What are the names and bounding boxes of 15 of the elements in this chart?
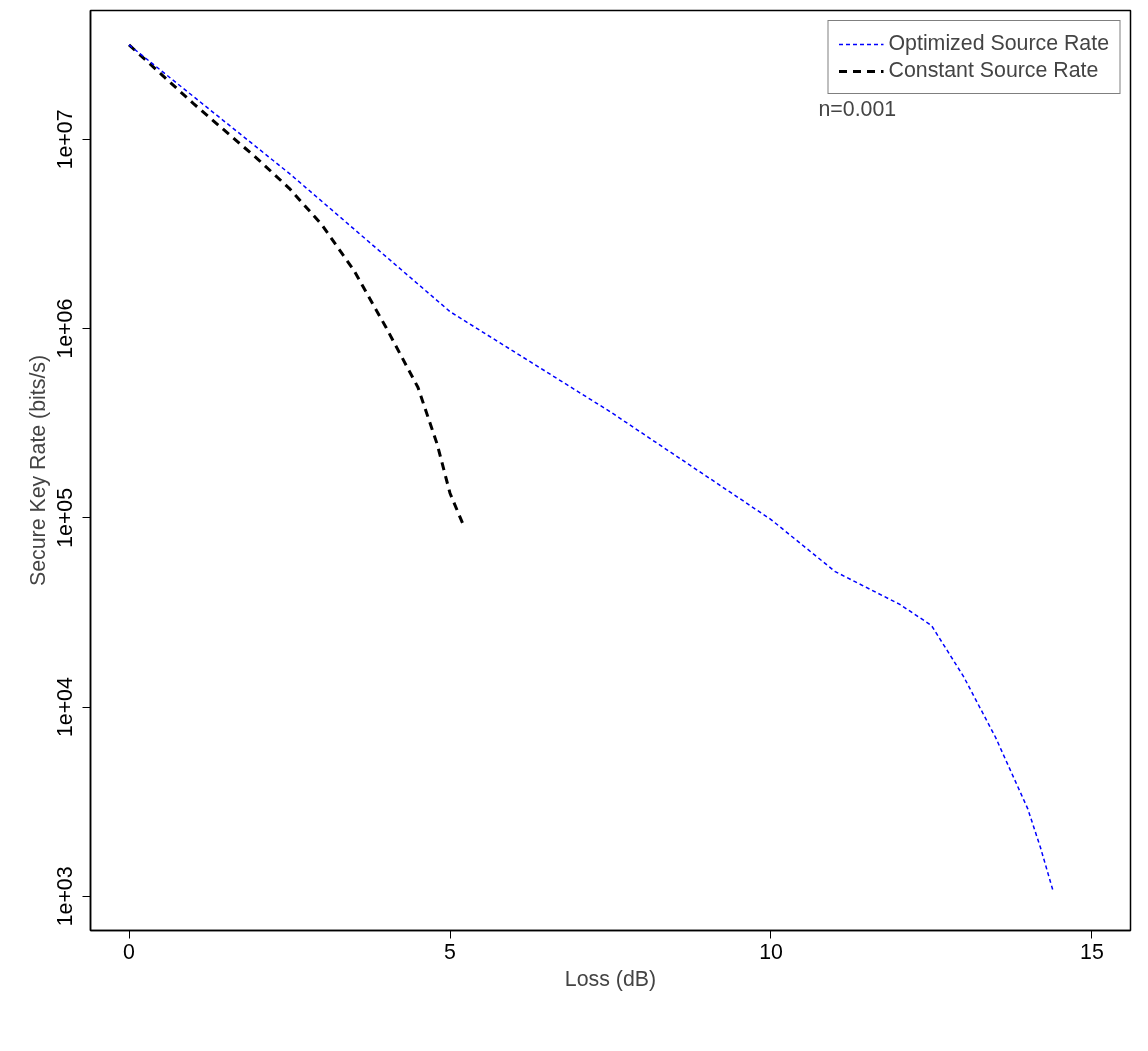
y-axis-title: Secure Key Rate (bits/s) [25, 354, 50, 587]
y-tick-label: 1e+05 [53, 487, 78, 548]
x-tick-label: 5 [444, 939, 456, 964]
x-tick-label: 10 [759, 939, 783, 964]
y-tick-label: 1e+03 [53, 866, 78, 927]
legend-label: Optimized Source Rate [888, 31, 1109, 56]
x-tick-label: 0 [123, 939, 136, 964]
x-tick-label: 15 [1080, 939, 1104, 964]
y-tick-label: 1e+04 [53, 677, 78, 738]
annotation: n=0.001 [818, 96, 897, 121]
y-tick-label: 1e+07 [53, 109, 78, 170]
x-axis-title: Loss (dB) [564, 966, 657, 991]
y-tick-label: 1e+06 [53, 298, 78, 359]
legend-label: Constant Source Rate [888, 58, 1099, 83]
line-series [127, 43, 465, 526]
